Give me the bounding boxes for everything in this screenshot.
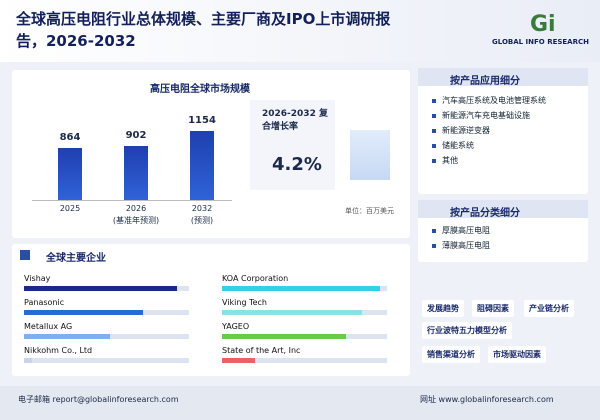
logo-text: GLOBAL INFO RESEARCH — [492, 38, 589, 46]
market-title: 高压电阻全球市场规模 — [150, 84, 250, 95]
bar-label: 2032 — [191, 204, 213, 213]
company-bar — [24, 310, 143, 315]
icon — [20, 250, 30, 260]
tag: 市场驱动因素 — [488, 346, 546, 363]
company-track — [24, 286, 189, 291]
company-track — [222, 334, 387, 339]
company-name: KOA Corporation — [222, 274, 289, 283]
email: report@globalinforesearch.com — [52, 395, 179, 404]
application-panel — [418, 68, 588, 194]
bar-label: 2026 — [125, 204, 147, 213]
footer-web: 网址 www.globalinforesearch.com — [420, 394, 554, 405]
bar-note: (基准年预测) — [112, 216, 160, 225]
company-name: Vishay — [24, 274, 51, 283]
cagr-value: 4.2% — [272, 154, 322, 175]
cagr-label: 2026-2032 复合增长率 — [262, 109, 328, 132]
header — [0, 0, 600, 62]
company-name: YAGEO — [222, 322, 250, 331]
application-list: 汽车高压系统及电池管理系统 新能源汽车充电基础设施 新能源逆变器 储能系统 其他 — [430, 93, 580, 168]
title: 全球高压电阻行业总体规模、主要厂商及IPO上市调研报告，2026-2032 — [16, 10, 391, 50]
logo-mark: Gi — [530, 12, 556, 37]
company-name: Nikkohm Co., Ltd — [24, 346, 93, 355]
bar-note: (预测) — [190, 216, 214, 225]
baseline — [32, 200, 232, 201]
tag: 产业链分析 — [524, 300, 574, 317]
company-bar — [222, 358, 255, 363]
email-label: 电子邮箱 — [18, 395, 50, 404]
list-item: 储能系统 — [430, 138, 580, 153]
company-bar — [24, 286, 178, 291]
type-list: 厚膜高压电阻 薄膜高压电阻 — [430, 223, 580, 253]
application-title: 按产品应用细分 — [450, 76, 520, 87]
company-name: State of the Art, Inc — [222, 346, 301, 355]
footer-email: 电子邮箱 report@globalinforesearch.com — [18, 394, 179, 405]
type-title: 按产品分类细分 — [450, 208, 520, 219]
bar-value: 1154 — [188, 114, 216, 126]
company-track — [222, 310, 387, 315]
company-name: Metallux AG — [24, 322, 73, 331]
cagr-box — [250, 100, 335, 190]
company-track — [24, 334, 189, 339]
company-track — [222, 358, 387, 363]
web-label: 网址 — [420, 395, 436, 404]
list-item: 其他 — [430, 153, 580, 168]
city-illustration — [350, 130, 390, 180]
bar-chart: 864 2025 902 2026 (基准年预测) 1154 2032 (预测) — [12, 70, 242, 238]
bar-label: 2025 — [59, 204, 81, 213]
bar — [124, 145, 148, 200]
bar-value: 902 — [125, 129, 147, 141]
tag: 阻碍因素 — [472, 300, 514, 317]
web: www.globalinforesearch.com — [438, 395, 554, 404]
company-name: Viking Tech — [222, 298, 267, 307]
bar-value: 864 — [59, 132, 81, 144]
tag: 销售渠道分析 — [422, 346, 480, 363]
list-item: 新能源汽车充电基础设施 — [430, 108, 580, 123]
company-bar — [222, 334, 346, 339]
company-bar — [24, 334, 110, 339]
bar — [58, 148, 82, 200]
section-head — [418, 68, 588, 86]
company-bar — [222, 310, 363, 315]
list-item: 薄膜高压电阻 — [430, 238, 580, 253]
footer — [0, 386, 600, 420]
bar — [190, 130, 214, 200]
company-track — [24, 358, 189, 363]
company-track — [24, 310, 189, 315]
tag: 发展趋势 — [422, 300, 464, 317]
companies-title: 全球主要企业 — [46, 253, 106, 264]
company-name: Panasonic — [24, 298, 65, 307]
list-item: 新能源逆变器 — [430, 123, 580, 138]
company-bar — [222, 286, 381, 291]
company-track — [222, 286, 387, 291]
unit: 单位：百万美元 — [345, 207, 394, 215]
list-item: 汽车高压系统及电池管理系统 — [430, 93, 580, 108]
company-bar — [24, 358, 33, 363]
tag: 行业波特五力模型分析 — [422, 322, 512, 339]
list-item: 厚膜高压电阻 — [430, 223, 580, 238]
section-head — [418, 200, 588, 218]
